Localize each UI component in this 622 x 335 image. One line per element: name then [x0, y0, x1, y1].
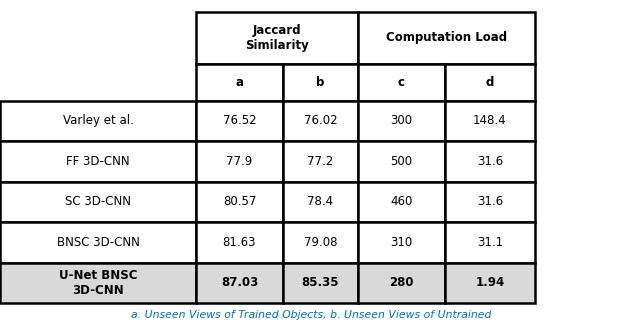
Bar: [445, 222, 535, 263]
Bar: [196, 222, 283, 263]
Bar: [0, 141, 196, 182]
Bar: [196, 141, 283, 182]
Bar: [283, 222, 358, 263]
Text: a: a: [236, 76, 243, 88]
Text: 31.6: 31.6: [476, 195, 503, 208]
Text: 31.6: 31.6: [476, 155, 503, 168]
Text: 500: 500: [390, 155, 412, 168]
Text: 280: 280: [389, 276, 414, 289]
Text: 77.9: 77.9: [226, 155, 253, 168]
Text: 77.2: 77.2: [307, 155, 333, 168]
Text: c: c: [397, 76, 405, 88]
Text: 460: 460: [390, 195, 412, 208]
Text: 31.1: 31.1: [476, 236, 503, 249]
Bar: [0, 222, 196, 263]
Bar: [0, 100, 196, 141]
Text: a. Unseen Views of Trained Objects, b. Unseen Views of Untrained: a. Unseen Views of Trained Objects, b. U…: [131, 310, 491, 320]
Bar: [445, 100, 535, 141]
Text: FF 3D-CNN: FF 3D-CNN: [66, 155, 130, 168]
Bar: [358, 222, 445, 263]
Text: 78.4: 78.4: [307, 195, 333, 208]
Bar: [196, 64, 283, 100]
Bar: [283, 64, 358, 100]
Text: d: d: [486, 76, 494, 88]
Text: 300: 300: [390, 114, 412, 127]
Text: 1.94: 1.94: [475, 276, 504, 289]
Bar: [0, 263, 196, 303]
Text: BNSC 3D-CNN: BNSC 3D-CNN: [57, 236, 139, 249]
Bar: [445, 182, 535, 222]
Bar: [196, 100, 283, 141]
Bar: [358, 12, 535, 64]
Bar: [196, 182, 283, 222]
Bar: [196, 263, 283, 303]
Text: 81.63: 81.63: [223, 236, 256, 249]
Text: 87.03: 87.03: [221, 276, 258, 289]
Bar: [283, 100, 358, 141]
Text: Computation Load: Computation Load: [386, 31, 507, 44]
Text: 85.35: 85.35: [302, 276, 339, 289]
Text: Jaccard
Similarity: Jaccard Similarity: [245, 24, 309, 52]
Bar: [283, 263, 358, 303]
Text: 79.08: 79.08: [304, 236, 337, 249]
Text: 76.02: 76.02: [304, 114, 337, 127]
Bar: [358, 64, 445, 100]
Text: U-Net BNSC
3D-CNN: U-Net BNSC 3D-CNN: [58, 269, 137, 297]
Text: 310: 310: [390, 236, 412, 249]
Text: b: b: [316, 76, 325, 88]
Text: SC 3D-CNN: SC 3D-CNN: [65, 195, 131, 208]
Text: 148.4: 148.4: [473, 114, 507, 127]
Bar: [358, 263, 445, 303]
Bar: [358, 141, 445, 182]
Bar: [283, 141, 358, 182]
Text: 80.57: 80.57: [223, 195, 256, 208]
Bar: [0, 182, 196, 222]
Bar: [283, 182, 358, 222]
Bar: [358, 100, 445, 141]
Bar: [445, 263, 535, 303]
Bar: [445, 141, 535, 182]
Bar: [196, 12, 358, 64]
Bar: [445, 64, 535, 100]
Text: Varley et al.: Varley et al.: [63, 114, 133, 127]
Text: 76.52: 76.52: [223, 114, 256, 127]
Bar: [358, 182, 445, 222]
